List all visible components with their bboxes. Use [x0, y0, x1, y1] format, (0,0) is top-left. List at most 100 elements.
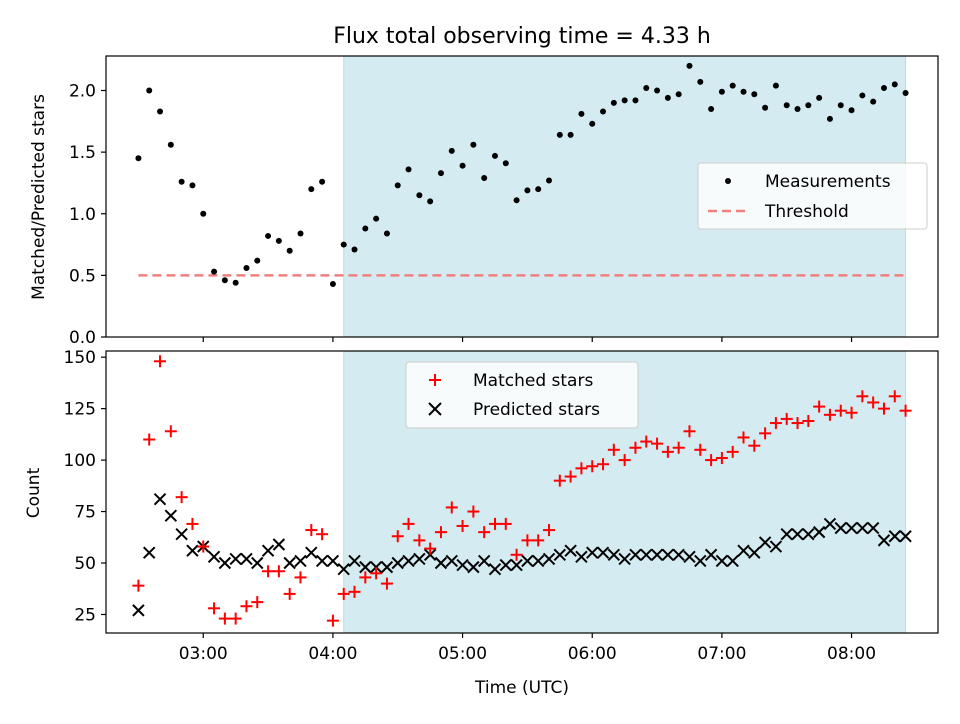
matched-star-point: [445, 501, 458, 514]
matched-star-point: [521, 534, 534, 547]
matched-star-point: [164, 425, 177, 438]
measurement-point: [513, 197, 520, 204]
top-panel: Flux total observing time = 4.33 h 0.00.…: [29, 24, 939, 348]
measurement-point: [891, 81, 898, 88]
matched-star-point: [434, 526, 447, 539]
predicted-star-point: [413, 552, 426, 566]
measurement-point: [729, 82, 736, 89]
matched-star-point: [132, 579, 145, 592]
bottom-plot-frame: [105, 350, 939, 634]
matched-stars-points: [132, 355, 912, 627]
matched-star-point: [888, 390, 901, 403]
matched-star-point: [294, 571, 307, 584]
measurement-point: [286, 247, 293, 254]
measurement-point: [664, 94, 671, 101]
measurement-point: [319, 178, 326, 185]
measurement-point: [232, 279, 239, 286]
measurement-point: [675, 91, 682, 98]
predicted-star-point: [488, 562, 502, 576]
matched-star-point: [726, 445, 739, 458]
predicted-star-point: [294, 554, 307, 568]
predicted-star-point: [499, 558, 512, 572]
measurement-point: [848, 107, 855, 114]
matched-star-point: [823, 408, 836, 421]
measurement-point: [491, 152, 498, 159]
measurement-point: [254, 257, 261, 264]
measurement-point: [211, 268, 218, 275]
predicted-star-point: [650, 548, 664, 561]
predicted-star-point: [596, 546, 610, 559]
y-tick-label: 125: [64, 400, 96, 420]
predicted-star-point: [207, 550, 221, 564]
predicted-star-point: [575, 550, 588, 564]
measurement-point: [902, 89, 909, 96]
matched-star-point: [856, 390, 869, 403]
y-tick-label: 50: [74, 554, 96, 574]
matched-star-point: [262, 565, 275, 578]
measurement-point: [600, 108, 607, 115]
y-tick-label: 0.5: [69, 266, 96, 286]
predicted-star-point: [326, 554, 340, 568]
predicted-star-point: [769, 540, 783, 553]
predicted-star-point: [812, 525, 826, 539]
predicted-star-point: [337, 562, 350, 576]
measurement-point: [200, 210, 207, 217]
predicted-star-point: [780, 527, 793, 541]
predicted-star-point: [380, 560, 394, 574]
measurement-point: [535, 186, 542, 193]
matched-star-point: [456, 519, 469, 532]
measurement-point: [405, 166, 412, 173]
predicted-star-point: [186, 544, 199, 557]
measurement-point: [837, 102, 844, 109]
measurement-point: [394, 182, 401, 189]
matched-star-point: [283, 587, 296, 600]
predicted-stars-points: [132, 492, 912, 617]
matched-star-point: [661, 445, 674, 458]
measurement-point: [297, 230, 304, 237]
matched-star-point: [359, 571, 372, 584]
matched-star-point: [337, 587, 350, 600]
matched-star-point: [748, 439, 761, 452]
predicted-star-point: [391, 556, 404, 570]
x-tick-label: 08:00: [827, 644, 876, 664]
matched-star-point: [607, 443, 620, 456]
measurement-point: [816, 94, 823, 101]
predicted-star-point: [283, 556, 296, 570]
matched-star-point: [877, 402, 890, 415]
predicted-star-point: [737, 544, 750, 557]
matched-star-point: [586, 460, 599, 473]
predicted-star-point: [369, 560, 383, 574]
matched-star-point: [391, 530, 404, 543]
predicted-star-point: [748, 546, 761, 559]
measurement-point: [589, 120, 596, 127]
matched-star-point: [272, 565, 285, 578]
measurement-point: [546, 177, 553, 184]
measurement-point: [459, 162, 466, 169]
legend-matched-label: Matched stars: [473, 371, 593, 391]
bottom-legend-box: [405, 361, 639, 429]
predicted-star-point: [758, 536, 772, 549]
matched-star-point: [791, 417, 804, 430]
matched-star-point: [251, 596, 264, 609]
matched-star-point: [316, 528, 329, 541]
y-tick-label: 2.0: [69, 82, 96, 102]
measurement-point: [740, 88, 747, 95]
matched-star-point: [899, 404, 912, 417]
measurement-point: [686, 62, 693, 69]
top-legend-box: [697, 162, 928, 230]
predicted-star-point: [899, 530, 912, 543]
measurement-point: [880, 85, 887, 92]
predicted-star-point: [272, 538, 286, 551]
measurement-point: [708, 105, 715, 112]
matched-star-point: [499, 517, 512, 530]
measurement-point: [243, 264, 250, 271]
predicted-star-point: [564, 544, 577, 557]
measurement-point: [751, 91, 758, 98]
predicted-star-point: [542, 552, 556, 566]
x-tick-label: 06:00: [568, 644, 617, 664]
legend-measurements-label: Measurements: [765, 172, 891, 192]
matched-star-point: [402, 517, 415, 530]
matched-star-point: [802, 414, 815, 427]
measurement-point: [502, 160, 509, 167]
predicted-star-point: [251, 556, 264, 570]
